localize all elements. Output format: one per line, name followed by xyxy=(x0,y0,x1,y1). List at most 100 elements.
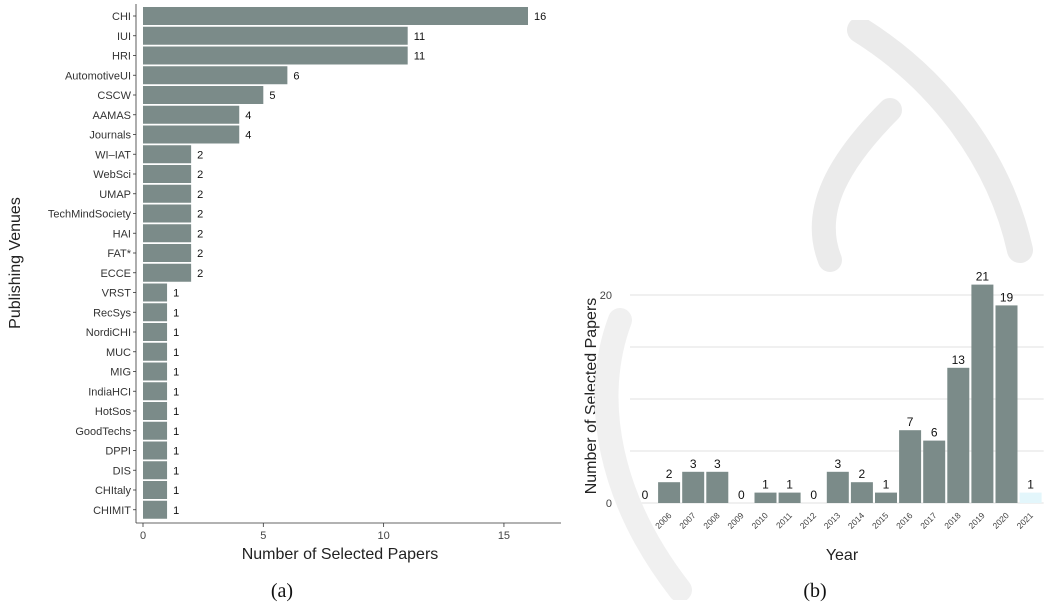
year-bar xyxy=(778,492,801,503)
year-value-label: 7 xyxy=(907,415,914,429)
venue-value-label: 2 xyxy=(197,268,203,280)
venue-value-label: 1 xyxy=(173,465,179,477)
venue-label: DIS xyxy=(113,465,131,477)
venue-value-label: 1 xyxy=(173,426,179,438)
venue-label: CHIMIT xyxy=(93,505,131,517)
year-bar xyxy=(899,430,922,503)
year-tick-label: 2021 xyxy=(1015,510,1036,531)
venue-label: HAI xyxy=(113,228,131,240)
year-value-label: 0 xyxy=(810,488,817,502)
year-bar xyxy=(1019,492,1042,503)
year-value-label: 3 xyxy=(714,457,721,471)
venue-label: IndiaHCI xyxy=(88,386,131,398)
venue-label: GoodTechs xyxy=(75,426,131,438)
venue-bar xyxy=(143,86,264,104)
year-tick-label: 2018 xyxy=(942,510,963,531)
venue-x-tick-label: 15 xyxy=(498,530,510,542)
venue-label: CHI xyxy=(112,11,131,23)
venue-value-label: 11 xyxy=(414,51,425,63)
year-tick-label: 2010 xyxy=(749,510,770,531)
venue-value-label: 5 xyxy=(269,90,275,102)
venue-value-label: 1 xyxy=(173,288,179,300)
year-y-tick-label: 5 xyxy=(606,446,612,458)
venue-bar xyxy=(143,204,192,223)
venue-label: VRST xyxy=(102,288,132,300)
venue-bar xyxy=(143,26,408,45)
venue-value-label: 2 xyxy=(197,248,203,260)
year-value-label: 19 xyxy=(1000,290,1014,304)
venue-value-label: 1 xyxy=(173,307,179,319)
venue-bar xyxy=(143,145,192,164)
venues-y-axis-title: Publishing Venues xyxy=(7,197,24,329)
year-y-tick-label: 0 xyxy=(606,498,612,510)
year-bar xyxy=(754,492,777,503)
venue-x-tick-label: 10 xyxy=(378,530,390,542)
year-bar xyxy=(995,305,1018,503)
venue-value-label: 2 xyxy=(197,169,203,181)
year-tick-label: 2020 xyxy=(990,510,1011,531)
venue-value-label: 11 xyxy=(414,31,425,43)
venue-label: FAT* xyxy=(107,248,131,260)
venue-label: IUI xyxy=(117,31,131,43)
year-bar xyxy=(658,482,681,503)
venue-value-label: 1 xyxy=(173,386,179,398)
years-y-axis-title: Number of Selected Papers xyxy=(583,298,600,495)
venue-bar xyxy=(143,461,168,480)
year-bar xyxy=(923,440,946,503)
years-chart-caption: (b) xyxy=(803,580,826,602)
venue-bar xyxy=(143,342,168,361)
year-value-label: 3 xyxy=(834,457,841,471)
year-tick-label: 2015 xyxy=(870,510,891,531)
venue-x-tick-label: 5 xyxy=(260,530,266,542)
year-bar xyxy=(682,471,705,503)
year-value-label: 2 xyxy=(666,467,673,481)
venue-bar xyxy=(143,421,168,440)
year-value-label: 1 xyxy=(883,478,890,492)
venues-x-axis-title: Number of Selected Papers xyxy=(242,546,439,563)
venue-label: HotSos xyxy=(95,406,132,418)
venue-label: TechMindSociety xyxy=(48,209,132,221)
year-bar xyxy=(706,471,729,503)
venue-value-label: 2 xyxy=(197,189,203,201)
venue-label: WI–IAT xyxy=(95,149,131,161)
venue-value-label: 4 xyxy=(245,110,251,122)
venue-bar xyxy=(143,500,168,519)
year-tick-label: 2007 xyxy=(677,510,698,531)
venue-label: AAMAS xyxy=(92,110,131,122)
year-tick-label: 2019 xyxy=(966,510,987,531)
year-bar xyxy=(826,471,849,503)
year-tick-label: 2009 xyxy=(725,510,746,531)
venue-label: WebSci xyxy=(93,169,131,181)
venue-value-label: 1 xyxy=(173,406,179,418)
venue-bar xyxy=(143,184,192,203)
venue-value-label: 1 xyxy=(173,367,179,379)
venue-label: CHItaly xyxy=(95,485,132,497)
venue-bar xyxy=(143,382,168,401)
venue-value-label: 1 xyxy=(173,347,179,359)
venue-bar xyxy=(143,303,168,322)
venue-value-label: 1 xyxy=(173,505,179,517)
venue-value-label: 4 xyxy=(245,130,251,142)
year-bar xyxy=(971,284,994,503)
year-value-label: 6 xyxy=(931,426,938,440)
venue-label: MUC xyxy=(106,347,131,359)
venue-x-tick-label: 0 xyxy=(140,530,146,542)
venue-label: AutomotiveUI xyxy=(65,70,131,82)
venue-bar xyxy=(143,263,192,282)
year-bar xyxy=(947,367,970,503)
year-tick-label: 2008 xyxy=(701,510,722,531)
year-y-tick-label: 20 xyxy=(600,290,612,302)
venues-x-ticks: 0 5 10 15 xyxy=(140,523,510,542)
venue-value-label: 1 xyxy=(173,446,179,458)
venue-bar xyxy=(143,105,240,124)
venue-bar xyxy=(143,283,168,302)
venue-label: UMAP xyxy=(99,189,131,201)
venue-label: NordiCHI xyxy=(86,327,131,339)
venue-label: CSCW xyxy=(97,90,131,102)
venue-label: DPPI xyxy=(105,446,131,458)
venue-value-label: 1 xyxy=(173,327,179,339)
